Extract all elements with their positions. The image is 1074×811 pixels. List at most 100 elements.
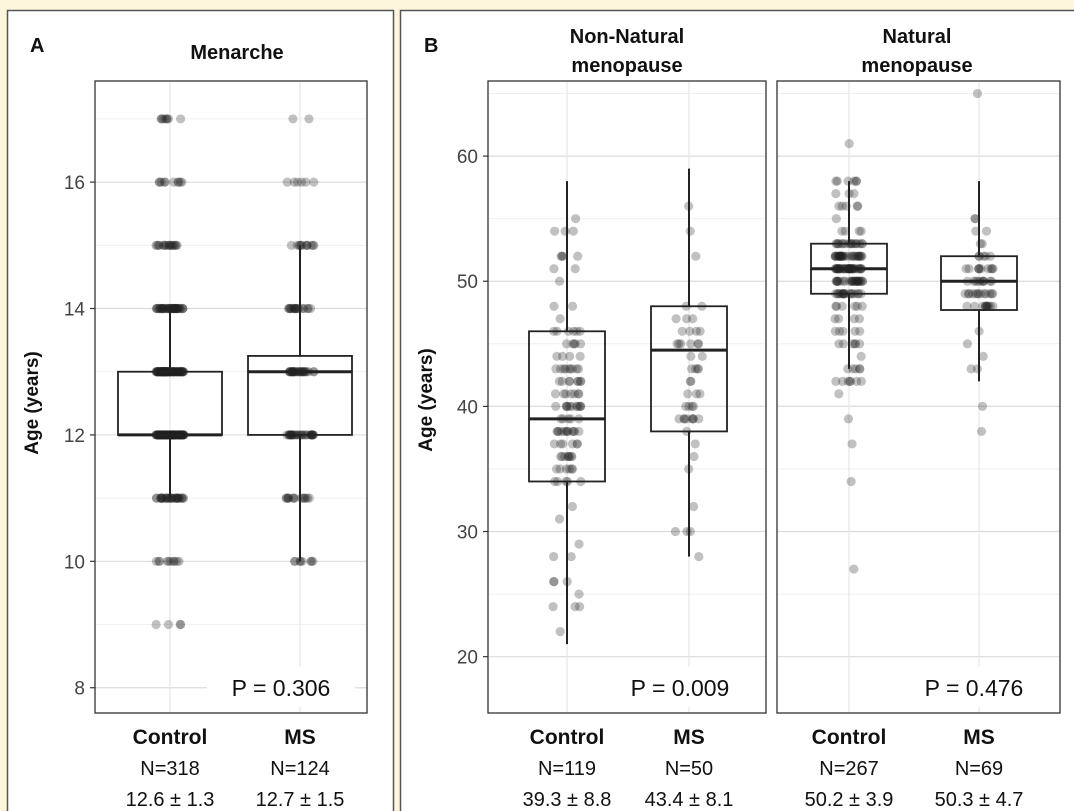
data-point — [573, 251, 583, 261]
data-point — [980, 301, 990, 311]
data-point — [155, 493, 166, 503]
p-value-background — [606, 667, 754, 707]
data-point — [981, 301, 991, 311]
data-point — [857, 276, 867, 286]
data-point — [169, 303, 179, 314]
data-point — [974, 264, 984, 274]
data-point — [548, 602, 558, 612]
data-point — [152, 240, 162, 250]
y-tick-label: 60 — [457, 147, 478, 168]
data-point — [557, 451, 567, 462]
data-point — [832, 276, 842, 286]
data-point — [164, 240, 174, 250]
data-point — [855, 326, 865, 336]
data-point — [549, 264, 559, 274]
data-point — [850, 251, 860, 261]
data-point — [564, 364, 574, 374]
data-point — [294, 303, 304, 314]
data-point — [296, 240, 306, 250]
data-point — [289, 303, 299, 314]
data-point — [563, 451, 574, 462]
data-point — [690, 364, 701, 374]
data-point — [158, 240, 169, 250]
data-point — [833, 251, 844, 261]
data-point — [567, 439, 578, 449]
data-point — [851, 176, 862, 186]
facet-title-line-1: Non-Natural — [570, 26, 684, 48]
data-point — [567, 301, 578, 311]
data-point — [850, 276, 860, 286]
data-point — [309, 240, 319, 250]
data-point — [854, 314, 865, 324]
data-point — [987, 264, 997, 274]
data-point — [291, 303, 301, 314]
data-point — [555, 364, 566, 374]
data-point — [853, 276, 863, 286]
group-n-label: N=119 — [538, 758, 596, 780]
data-point — [565, 401, 575, 411]
facet-title-line-2: menopause — [861, 55, 972, 77]
data-point — [574, 589, 584, 599]
data-point — [830, 314, 840, 324]
data-point — [160, 303, 171, 314]
panel-a-title: Menarche — [190, 42, 283, 64]
data-point — [559, 426, 569, 437]
data-point — [552, 426, 562, 437]
data-point — [554, 276, 565, 286]
data-point — [281, 493, 291, 503]
group-mean-sd-label: 39.3 ± 8.8 — [523, 789, 612, 811]
data-point — [155, 556, 165, 566]
data-point — [565, 364, 576, 374]
data-point — [837, 226, 847, 236]
data-point — [686, 351, 696, 361]
data-point — [691, 251, 701, 261]
data-point — [967, 289, 978, 299]
data-point — [554, 376, 564, 386]
data-point — [553, 426, 563, 437]
data-point — [570, 339, 580, 349]
data-point — [674, 414, 684, 424]
data-point — [843, 414, 854, 424]
data-point — [850, 339, 861, 349]
data-point — [835, 276, 845, 286]
data-point — [151, 493, 162, 503]
data-point — [688, 414, 699, 424]
data-point — [691, 326, 701, 336]
data-point — [549, 301, 559, 311]
data-point — [178, 493, 188, 503]
data-point — [834, 251, 844, 261]
data-point — [283, 493, 294, 503]
data-point — [555, 439, 566, 449]
p-value-label: P = 0.306 — [232, 675, 331, 701]
data-point — [845, 376, 856, 386]
data-point — [568, 226, 578, 236]
box — [247, 355, 353, 436]
data-point — [574, 602, 585, 612]
data-point — [979, 289, 989, 299]
data-point — [850, 301, 860, 311]
data-point — [677, 326, 687, 336]
data-point — [290, 493, 300, 503]
data-point — [988, 264, 998, 274]
data-point — [163, 556, 174, 566]
data-point — [575, 376, 586, 386]
data-point — [308, 556, 318, 566]
data-point — [830, 251, 841, 261]
data-point — [557, 426, 567, 437]
data-point — [551, 401, 561, 411]
data-point — [288, 493, 298, 503]
data-point — [557, 351, 568, 361]
data-point — [686, 364, 697, 374]
data-point — [830, 251, 840, 261]
data-point — [558, 251, 568, 261]
data-point — [159, 177, 170, 187]
data-point — [831, 251, 842, 261]
data-point — [564, 464, 574, 474]
data-point — [695, 326, 705, 336]
data-point — [306, 556, 316, 566]
data-point — [171, 303, 181, 314]
data-point — [856, 251, 866, 261]
data-point — [572, 364, 582, 374]
data-point — [151, 240, 161, 250]
data-point — [152, 493, 162, 503]
